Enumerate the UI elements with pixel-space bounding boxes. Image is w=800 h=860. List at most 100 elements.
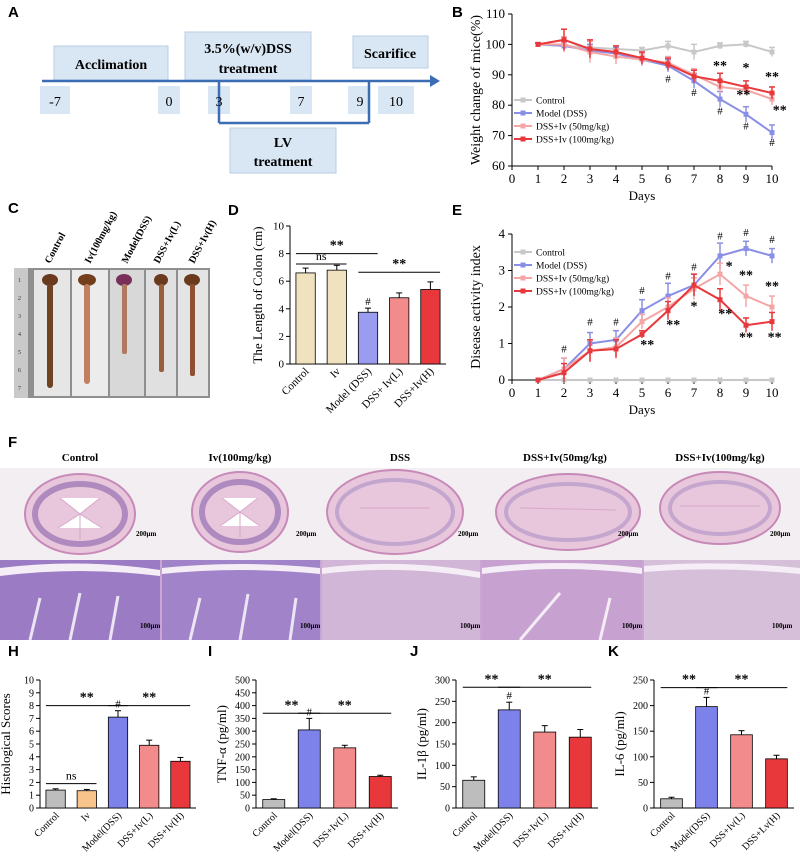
y-axis-label: Histological Scores [0, 693, 13, 794]
y-tick-label: 0 [279, 359, 285, 371]
bar [139, 744, 160, 809]
data-point [561, 37, 567, 43]
histo-title-control: Control [61, 452, 99, 464]
y-tick-label: 4 [29, 752, 34, 763]
significance-mark: * [743, 61, 750, 76]
data-point [743, 111, 749, 117]
y-tick-label: 3 [29, 765, 34, 776]
svg-text:7: 7 [18, 386, 21, 392]
bar [568, 736, 592, 809]
x-tick-label: 2 [561, 171, 568, 186]
data-point [717, 96, 723, 102]
data-point [691, 282, 697, 288]
legend-marker [520, 249, 526, 255]
significance-mark: ** [765, 70, 779, 85]
y-tick-label: 200 [235, 752, 250, 763]
data-point [587, 377, 593, 383]
data-point [665, 293, 671, 299]
bar [730, 734, 753, 809]
data-point [717, 43, 723, 49]
bar [107, 716, 129, 809]
bar [660, 798, 683, 809]
histo-title-dss: DSS [389, 452, 411, 464]
series-line [537, 272, 773, 381]
svg-text:4: 4 [18, 332, 21, 338]
data-point [613, 346, 619, 352]
bar [262, 799, 286, 809]
data-point [561, 370, 567, 376]
y-tick-label: 110 [486, 6, 505, 21]
y-tick-label: 4 [499, 226, 506, 241]
x-tick-label: DSS+Lv(H) [740, 810, 782, 852]
timeline-tick-minus7: -7 [49, 95, 61, 110]
colon-length-chart: 0 2 4 6 8 10 The Length of Colon (cm) Control Iv… [250, 221, 446, 416]
histological-scores-chart: 0 1 2 3 45 6 7 8 910 Histological Scores Control Iv… [0, 676, 196, 854]
scale-bar-200-2: 200μm [296, 530, 317, 538]
x-tick-label: DSS+Iv(L) [311, 810, 351, 850]
data-point [665, 308, 671, 314]
significance-hash: # [115, 699, 121, 711]
y-tick-label: 6 [279, 276, 285, 288]
x-tick-label: 8 [717, 385, 724, 400]
significance-mark: # [717, 105, 723, 117]
data-point [691, 73, 697, 79]
x-tick-label: 10 [766, 385, 779, 400]
histology-images [0, 468, 800, 640]
panel-label-i: I [208, 643, 213, 660]
y-tick-label: 0 [29, 804, 34, 815]
histo-title-iv: Iv(100mg/kg) [208, 452, 272, 464]
y-tick-label: 300 [435, 676, 450, 687]
significance-mark: ** [768, 331, 782, 346]
lv-label-line2: treatment [254, 155, 313, 170]
significance-hash: # [704, 685, 710, 697]
significance-label: ** [330, 239, 344, 254]
legend-label: Control [536, 249, 565, 259]
panel-label-c: C [8, 200, 19, 217]
data-point [639, 308, 645, 314]
data-point [613, 377, 619, 383]
x-tick-label: 6 [665, 385, 672, 400]
y-tick-label: 300 [235, 727, 250, 738]
svg-text:5: 5 [18, 350, 21, 356]
x-tick-label: 8 [717, 171, 724, 186]
y-tick-label: 200 [435, 718, 450, 729]
dss-label-line1: 3.5%(w/v)DSS [204, 42, 292, 57]
scale-bar-100-1: 100μm [140, 622, 161, 630]
x-tick-label: 1 [535, 385, 542, 400]
x-tick-label: 7 [691, 171, 698, 186]
significance-mark: # [665, 73, 671, 85]
photo-label-dss-iv-h: DSS+Iv(H) [187, 218, 219, 265]
y-tick-label: 1 [499, 336, 506, 351]
y-tick-label: 90 [492, 67, 505, 82]
panel-label-d: D [228, 202, 239, 219]
y-tick-label: 10 [24, 676, 34, 687]
scale-bar-200-5: 200μm [770, 530, 791, 538]
x-tick-label: DSS+Iv(H) [546, 810, 586, 850]
photo-label-control: Control [43, 231, 68, 266]
y-tick-label: 100 [235, 778, 250, 789]
y-tick-label: 0 [499, 372, 506, 387]
y-tick-label: 60 [492, 158, 505, 173]
y-tick-label: 150 [235, 765, 250, 776]
y-tick-label: 50 [638, 778, 648, 789]
x-tick-label: 9 [743, 385, 750, 400]
histo-title-dss-iv-50: DSS+Iv(50mg/kg) [523, 452, 607, 464]
svg-text:6: 6 [18, 368, 21, 374]
svg-text:1: 1 [18, 278, 21, 284]
y-tick-label: 50 [240, 791, 250, 802]
panel-label-f: F [8, 434, 18, 451]
panel-label-a: A [8, 4, 19, 21]
scale-bar-200-4: 200μm [618, 530, 639, 538]
significance-mark: ** [736, 88, 750, 103]
y-tick-label: 4 [279, 303, 285, 315]
significance-mark: * [726, 260, 733, 275]
significance-mark: ** [739, 331, 753, 346]
x-tick-label: Control [32, 810, 62, 840]
y-axis-label: TNF-α (pg/ml) [214, 705, 229, 783]
y-tick-label: 0 [643, 804, 648, 815]
bar [368, 776, 392, 809]
y-tick-label: 350 [235, 714, 250, 725]
photo-label-dss-iv-l: DSS+Iv(L) [152, 219, 183, 265]
timeline-tick-3: 3 [216, 95, 223, 110]
